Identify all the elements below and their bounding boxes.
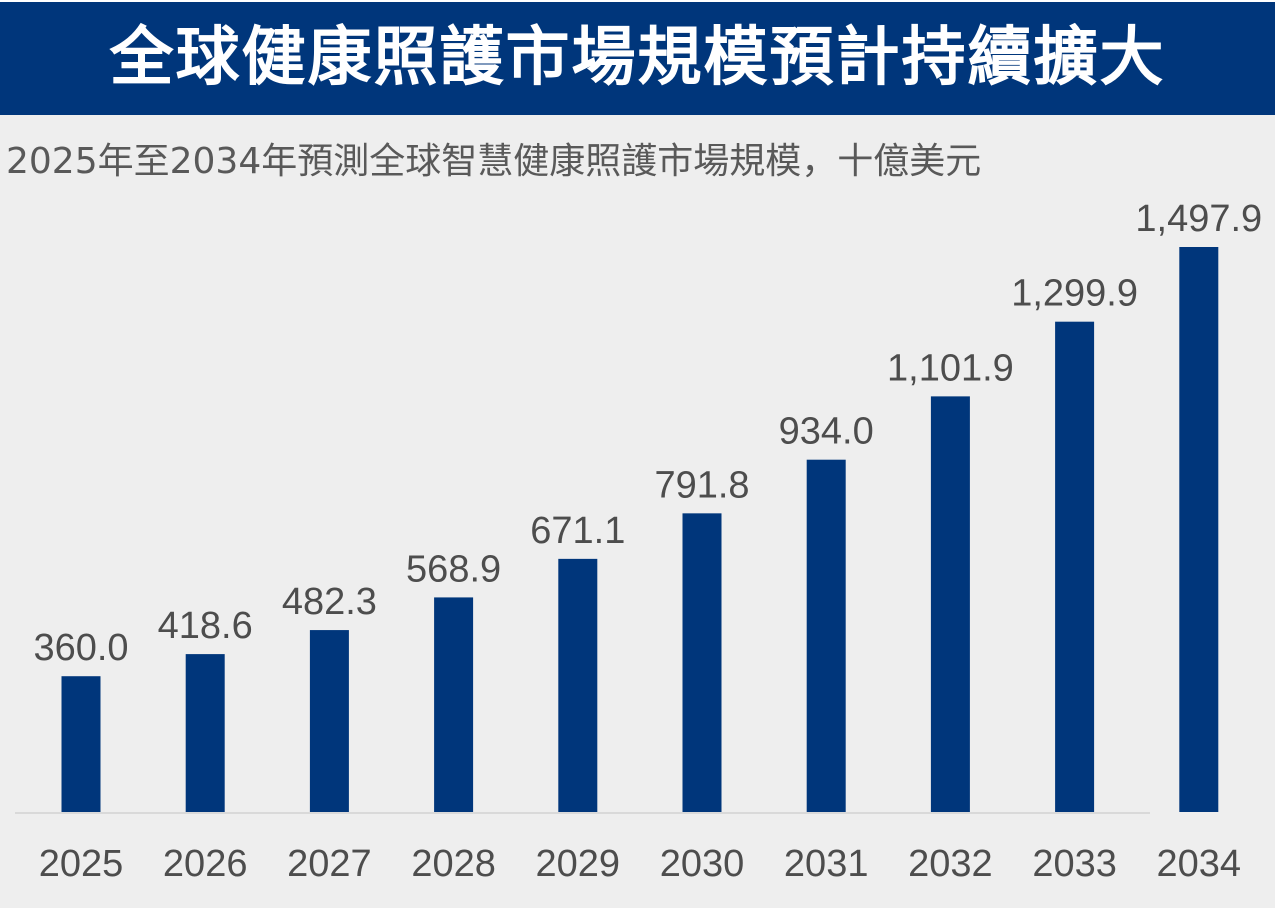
chart-title: 全球健康照護市場規模預計持續擴大 (109, 21, 1166, 95)
bar-2027 (309, 630, 349, 812)
x-tick-labels-group: 2025 2026 2027 2028 2029 2030 2031 2032 2033 2034 (39, 843, 1241, 885)
x-tick-2032: 2032 (908, 843, 993, 885)
chart-subtitle: 2025年至2034年預測全球智慧健康照護市場規模，十億美元 (6, 141, 982, 182)
data-label-2034: 1,497.9 (1135, 198, 1262, 240)
data-label-2026: 418.6 (158, 605, 253, 647)
x-tick-2028: 2028 (411, 843, 496, 885)
x-tick-2034: 2034 (1157, 843, 1242, 885)
x-tick-2027: 2027 (287, 843, 372, 885)
data-label-2027: 482.3 (282, 581, 377, 623)
bar-2028 (434, 597, 474, 812)
data-label-2032: 1,101.9 (887, 347, 1014, 389)
x-tick-2031: 2031 (784, 843, 869, 885)
x-tick-2026: 2026 (163, 843, 248, 885)
bar-2034 (1179, 247, 1219, 812)
bars-group (61, 247, 1219, 812)
data-label-2025: 360.0 (33, 627, 128, 669)
data-label-2028: 568.9 (406, 548, 501, 590)
data-labels-group: 360.0 418.6 482.3 568.9 671.1 791.8 934.0 1,101… (33, 198, 1262, 669)
bar-2031 (806, 459, 846, 812)
bar-2026 (185, 654, 225, 812)
x-tick-2033: 2033 (1032, 843, 1117, 885)
bar-2032 (930, 396, 970, 812)
x-tick-2025: 2025 (39, 843, 124, 885)
data-label-2031: 934.0 (779, 411, 874, 453)
bar-2033 (1055, 321, 1095, 812)
data-label-2029: 671.1 (530, 510, 625, 552)
x-tick-2030: 2030 (660, 843, 745, 885)
bar-2030 (682, 513, 722, 812)
bar-2029 (558, 558, 598, 812)
data-label-2033: 1,299.9 (1011, 273, 1138, 315)
x-tick-2029: 2029 (536, 843, 621, 885)
bar-2025 (61, 676, 101, 812)
title-banner: 全球健康照護市場規模預計持續擴大 (0, 0, 1275, 115)
data-label-2030: 791.8 (654, 464, 749, 506)
